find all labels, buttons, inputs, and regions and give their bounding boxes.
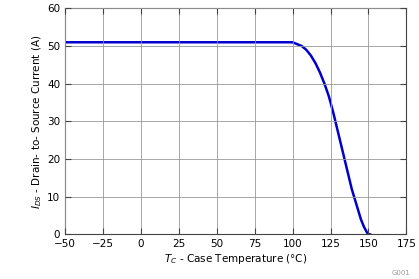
Text: G001: G001	[392, 270, 411, 276]
Y-axis label: $I_{DS}$ - Drain- to- Source Current (A): $I_{DS}$ - Drain- to- Source Current (A)	[31, 34, 44, 209]
X-axis label: $T_C$ - Case Temperature (°C): $T_C$ - Case Temperature (°C)	[164, 252, 308, 266]
